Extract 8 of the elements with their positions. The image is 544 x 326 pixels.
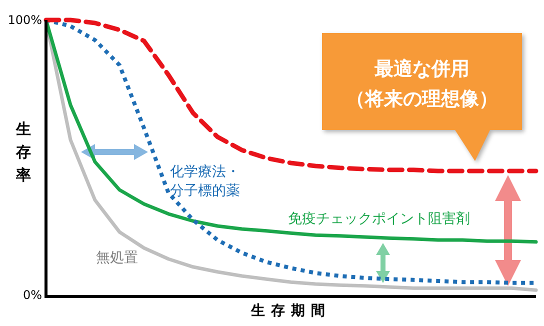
series-label: 化学療法・分子標的薬 (170, 163, 241, 201)
annotation: 最適な併用（将来の理想像） (345, 57, 499, 112)
y-axis-title: 生存率 (16, 119, 32, 186)
y-tick-label: 100% (8, 12, 42, 28)
series-label: 免疫チェックポイント阻害剤 (288, 210, 470, 228)
x-axis-title: 生存期間 (250, 302, 332, 320)
series-label: 無処置 (96, 249, 138, 267)
y-tick-label: 0% (22, 287, 42, 303)
